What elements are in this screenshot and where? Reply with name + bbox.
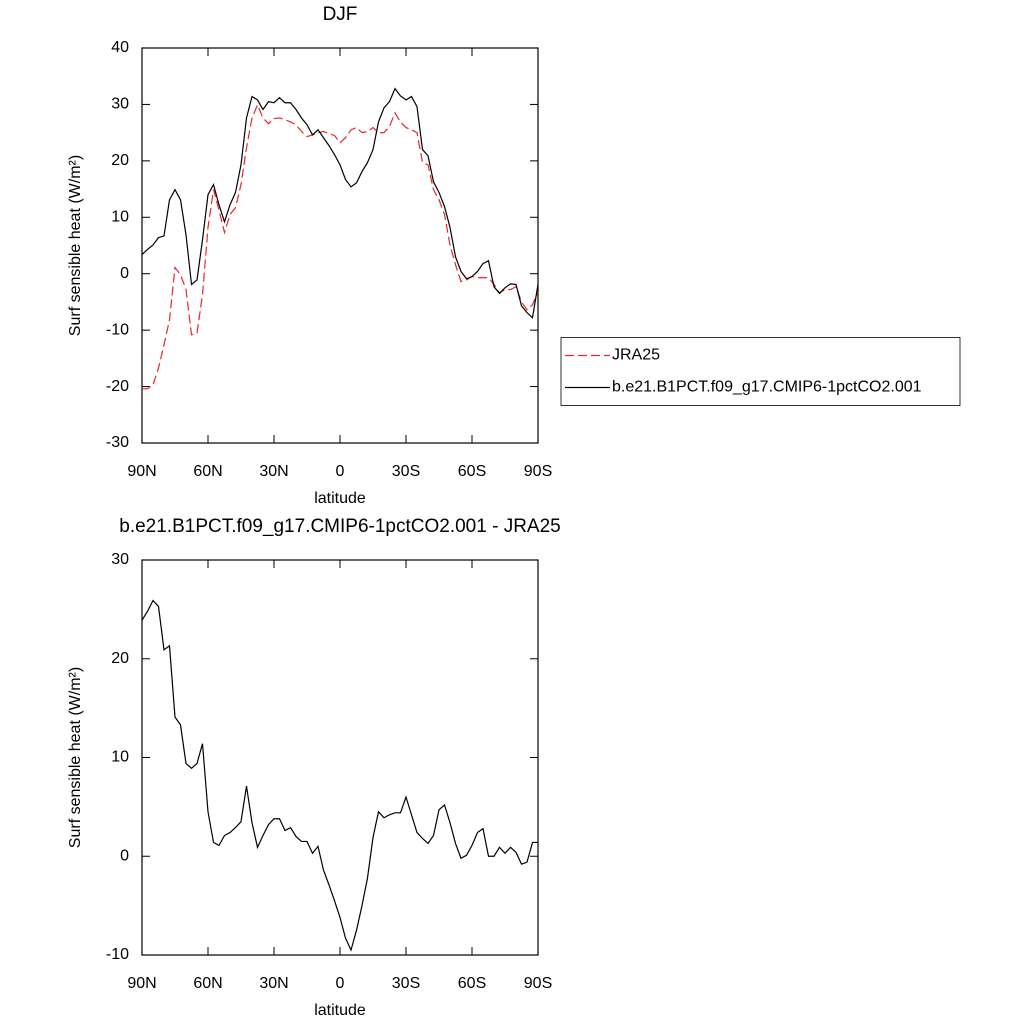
x-tick-label: 90N [127, 975, 156, 992]
x-tick-label: 30S [392, 463, 420, 480]
data-line [141, 599, 538, 952]
data-line [141, 87, 539, 319]
x-tick-label: 90S [524, 463, 552, 480]
x-tick-label: 90S [524, 975, 552, 992]
y-tick-label: -10 [106, 321, 129, 338]
x-tick-label: 30N [259, 463, 288, 480]
x-tick-label: 0 [336, 975, 345, 992]
y-tick-label: 10 [111, 209, 129, 226]
chart-title: DJF [323, 4, 358, 25]
x-tick-label: 60N [193, 975, 222, 992]
y-tick-label: 40 [111, 39, 129, 56]
legend-label: JRA25 [612, 347, 660, 364]
y-tick-label: 10 [111, 749, 129, 766]
y-tick-label: -20 [106, 378, 129, 395]
x-axis-label: latitude [314, 490, 366, 507]
y-tick-label: 0 [120, 265, 129, 282]
x-axis-label: latitude [314, 1002, 366, 1019]
y-tick-label: 0 [120, 847, 129, 864]
y-tick-label: -10 [106, 946, 129, 963]
y-axis-label: Surf sensible heat (W/m²) [67, 155, 84, 336]
y-tick-label: 30 [111, 551, 129, 568]
y-tick-label: 20 [111, 152, 129, 169]
x-tick-label: 60S [458, 463, 486, 480]
y-tick-label: 20 [111, 650, 129, 667]
x-tick-label: 30N [259, 975, 288, 992]
y-axis-label: Surf sensible heat (W/m²) [67, 667, 84, 848]
chart-title: b.e21.B1PCT.f09_g17.CMIP6-1pctCO2.001 - … [119, 516, 560, 537]
legend-label: b.e21.B1PCT.f09_g17.CMIP6-1pctCO2.001 [612, 379, 922, 396]
y-tick-label: -30 [106, 434, 129, 451]
x-tick-label: 0 [336, 463, 345, 480]
x-tick-label: 60N [193, 463, 222, 480]
x-tick-label: 30S [392, 975, 420, 992]
x-tick-label: 90N [127, 463, 156, 480]
legend-box [560, 337, 961, 406]
y-tick-label: 30 [111, 96, 129, 113]
plot-frame [141, 559, 539, 956]
x-tick-label: 60S [458, 975, 486, 992]
